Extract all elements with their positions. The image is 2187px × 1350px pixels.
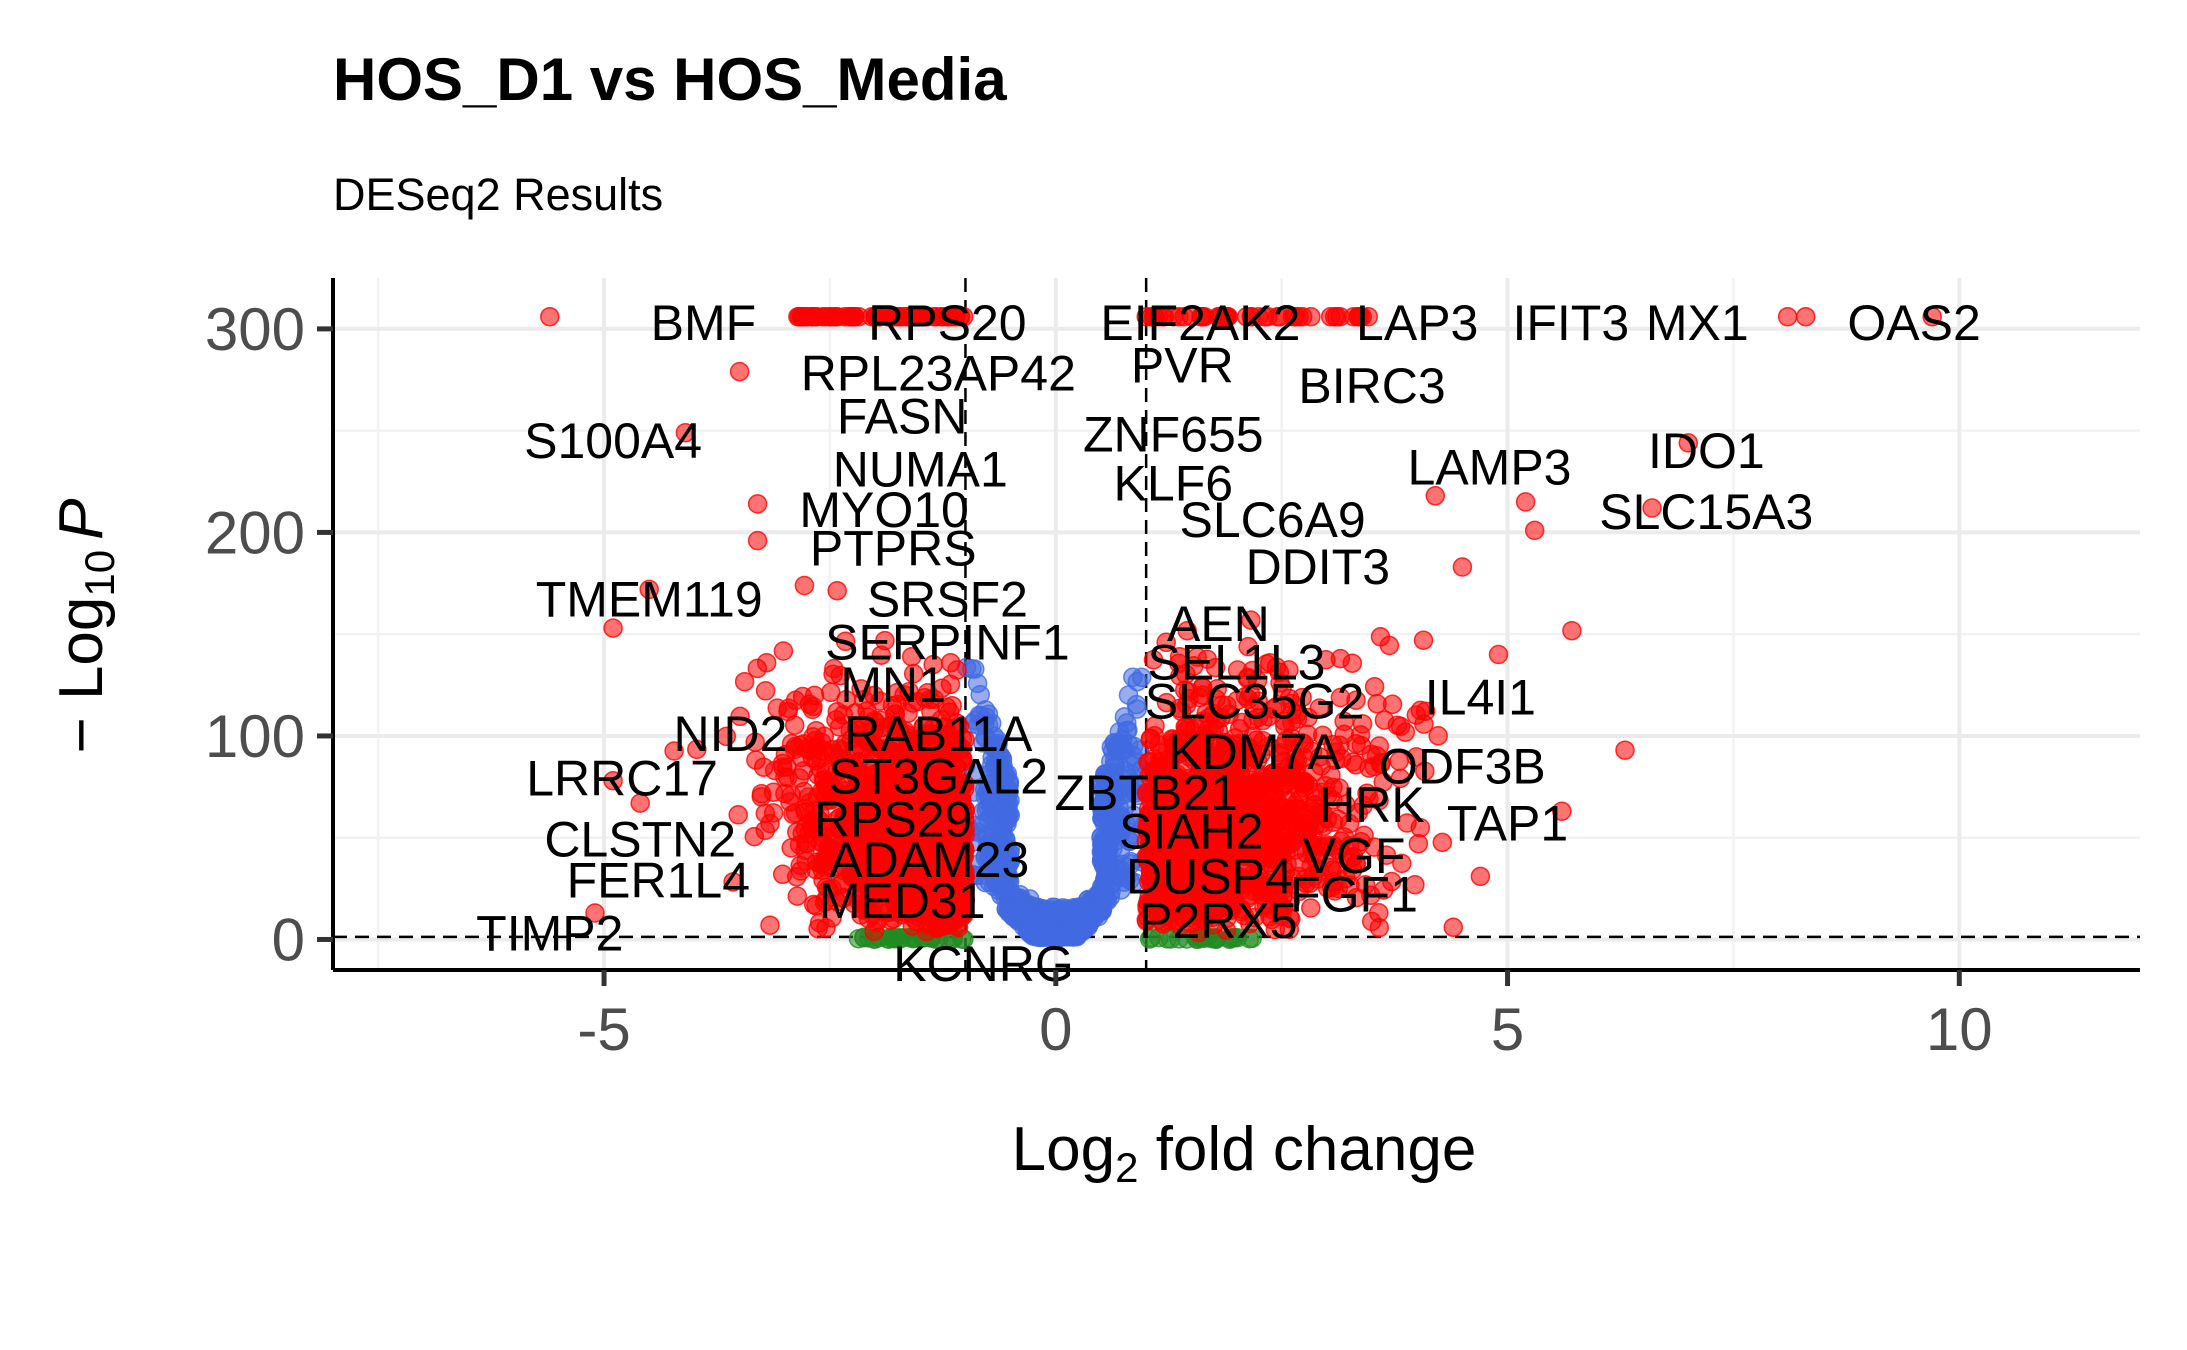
data-point (1127, 671, 1148, 692)
data-point (744, 826, 765, 847)
data-point (734, 671, 755, 692)
data-points (540, 306, 1942, 950)
data-point (1111, 735, 1131, 755)
data-point (1342, 653, 1363, 673)
data-point (760, 813, 780, 834)
data-point (773, 641, 794, 661)
chart-subtitle: DESeq2 Results (333, 169, 663, 220)
data-point (999, 804, 1019, 825)
data-point (787, 886, 808, 906)
data-point (755, 681, 776, 701)
data-point (821, 682, 841, 703)
data-point (1351, 735, 1372, 756)
data-point (1408, 833, 1429, 854)
data-point (1056, 899, 1077, 919)
data-point (775, 783, 795, 804)
data-point (784, 715, 805, 735)
data-point (1413, 630, 1434, 650)
data-point (827, 580, 847, 601)
chart-title: HOS_D1 vs HOS_Media (333, 46, 1007, 113)
data-point (1015, 905, 1035, 925)
data-point (1037, 912, 1058, 933)
data-point (981, 805, 1001, 826)
data-point (764, 760, 785, 781)
data-point (848, 928, 869, 949)
data-point (1091, 851, 1112, 871)
data-point (760, 915, 780, 935)
data-point (1379, 635, 1400, 656)
data-point (1074, 909, 1094, 929)
data-point (772, 864, 793, 885)
data-point (794, 575, 815, 596)
data-point (1343, 752, 1363, 772)
